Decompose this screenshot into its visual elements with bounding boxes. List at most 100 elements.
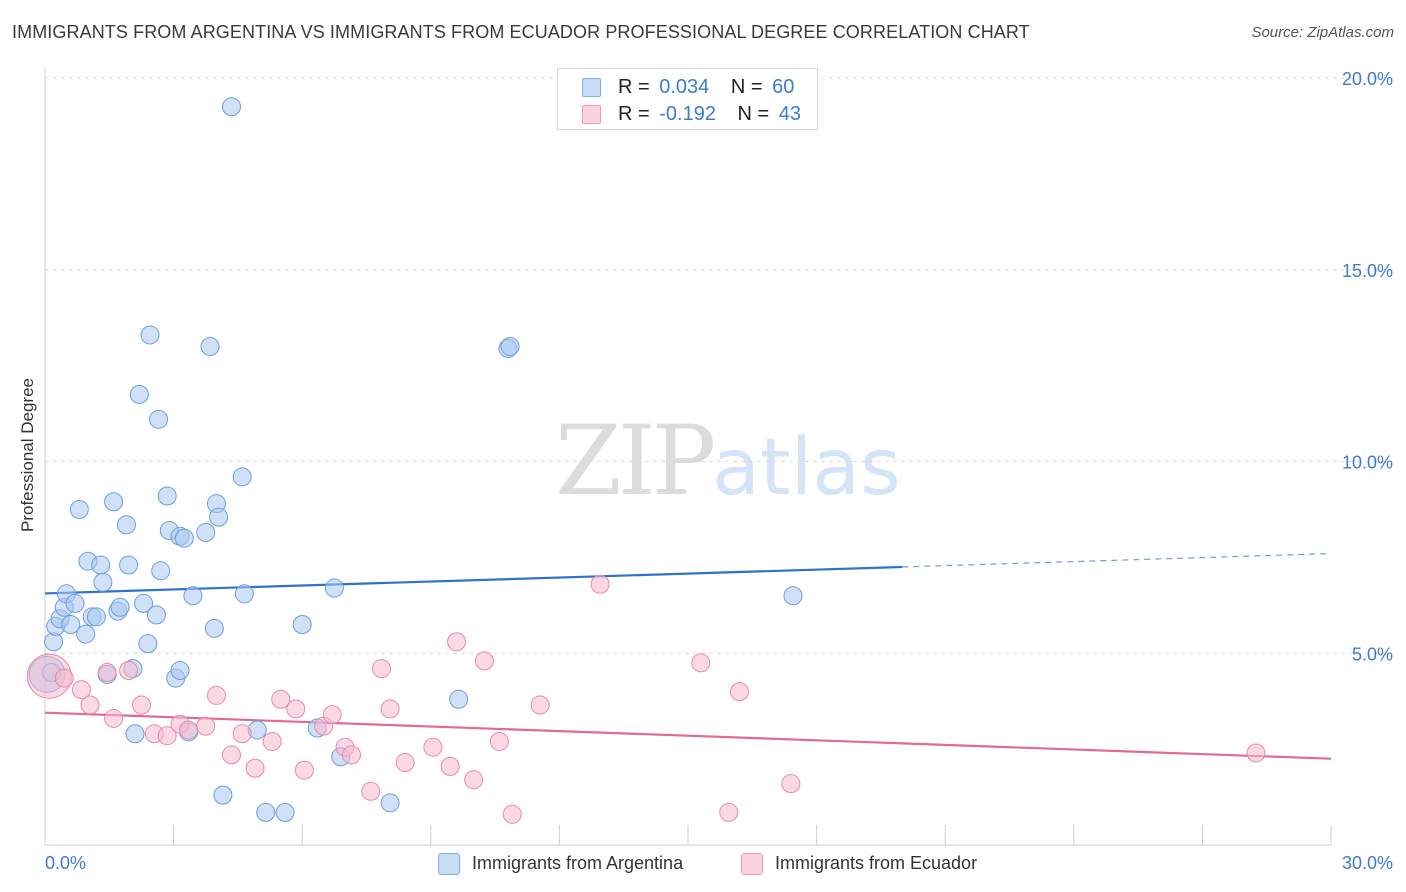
data-point [380, 793, 400, 813]
data-point [54, 668, 74, 688]
data-point [104, 708, 124, 728]
stats-box: R = 0.034 N = 60 R = -0.192 N = 43 [557, 68, 818, 130]
data-point [131, 695, 151, 715]
r-value: 0.034 [659, 76, 710, 98]
data-point [104, 492, 124, 512]
data-point [76, 624, 96, 644]
data-point [209, 507, 229, 527]
data-point [489, 731, 509, 751]
data-point [80, 695, 100, 715]
legend-swatch-ecuador [741, 853, 763, 875]
x-tick-label: 0.0% [45, 853, 86, 873]
data-point [395, 753, 415, 773]
data-point [691, 653, 711, 673]
r-label: R = [618, 76, 650, 98]
data-point [71, 680, 91, 700]
tick-labels: 5.0% 10.0% 15.0% 20.0% 0.0% 30.0% [45, 69, 1393, 873]
data-point [119, 555, 139, 575]
data-point [97, 662, 117, 682]
data-point [134, 593, 154, 613]
data-point [206, 685, 226, 705]
data-point [530, 695, 550, 715]
y-tick-label: 20.0% [1342, 69, 1393, 89]
data-point [213, 785, 233, 805]
data-point [423, 737, 443, 757]
data-point [449, 689, 469, 709]
stats-text-argentina: R = 0.034 N = 60 [618, 76, 794, 99]
data-point [140, 325, 160, 345]
data-point [781, 774, 801, 794]
n-label: N = [730, 76, 763, 98]
y-tick-label: 15.0% [1342, 261, 1393, 281]
data-point [324, 578, 344, 598]
data-point [262, 731, 282, 751]
data-point [93, 572, 113, 592]
r-label: R = [618, 103, 650, 125]
chart-title: IMMIGRANTS FROM ARGENTINA VS IMMIGRANTS … [12, 22, 1030, 42]
data-point [292, 614, 312, 634]
data-point [221, 745, 241, 765]
data-point [447, 632, 467, 652]
legend-label-ecuador: Immigrants from Ecuador [775, 853, 978, 873]
data-point [65, 593, 85, 613]
series-ecuador [26, 574, 1266, 824]
data-point [196, 716, 216, 736]
data-point [183, 586, 203, 606]
data-point [151, 561, 171, 581]
data-point [464, 770, 484, 790]
data-point [322, 705, 342, 725]
y-tick-label: 5.0% [1352, 644, 1393, 664]
stats-swatch-argentina [582, 78, 601, 97]
data-point [271, 689, 291, 709]
data-point [474, 651, 494, 671]
n-value: 43 [778, 103, 802, 125]
data-point [125, 724, 145, 744]
n-label: N = [737, 103, 770, 125]
data-points [26, 97, 1266, 824]
n-value: 60 [772, 76, 795, 98]
legend-label-argentina: Immigrants from Argentina [472, 853, 684, 873]
data-point [157, 726, 177, 746]
data-point [204, 618, 224, 638]
data-point [138, 634, 158, 654]
data-point [221, 97, 241, 117]
trend-line-argentina [44, 565, 903, 595]
data-point [61, 614, 81, 634]
legend-swatch-argentina [438, 853, 460, 875]
data-point [69, 499, 89, 519]
watermark-atlas: atlas [712, 423, 901, 513]
r-value: -0.192 [659, 103, 716, 125]
y-tick-label: 10.0% [1342, 453, 1393, 473]
data-point [502, 804, 522, 824]
data-point [234, 584, 254, 604]
data-point [286, 699, 306, 719]
data-point [174, 528, 194, 548]
data-point [119, 661, 139, 681]
source-credit: Source: ZipAtlas.com [1251, 24, 1394, 41]
trend-line-ecuador [44, 711, 1332, 760]
data-point [256, 802, 276, 822]
data-point [232, 467, 252, 487]
data-point [200, 336, 220, 356]
data-point [719, 802, 739, 822]
data-point [380, 699, 400, 719]
data-point [146, 605, 166, 625]
data-point [91, 555, 111, 575]
data-point [341, 745, 361, 765]
data-point [372, 659, 392, 679]
stats-swatch-ecuador [582, 105, 601, 124]
data-point [149, 409, 169, 429]
x-tick-label: 30.0% [1342, 853, 1393, 873]
data-point [783, 586, 803, 606]
data-point [157, 486, 177, 506]
data-point [500, 336, 520, 356]
data-point [196, 522, 216, 542]
data-point [86, 607, 106, 627]
grid-lines [45, 77, 1393, 654]
data-point [729, 682, 749, 702]
data-point [170, 661, 190, 681]
data-point [116, 515, 136, 535]
data-point [294, 760, 314, 780]
data-point [361, 781, 381, 801]
